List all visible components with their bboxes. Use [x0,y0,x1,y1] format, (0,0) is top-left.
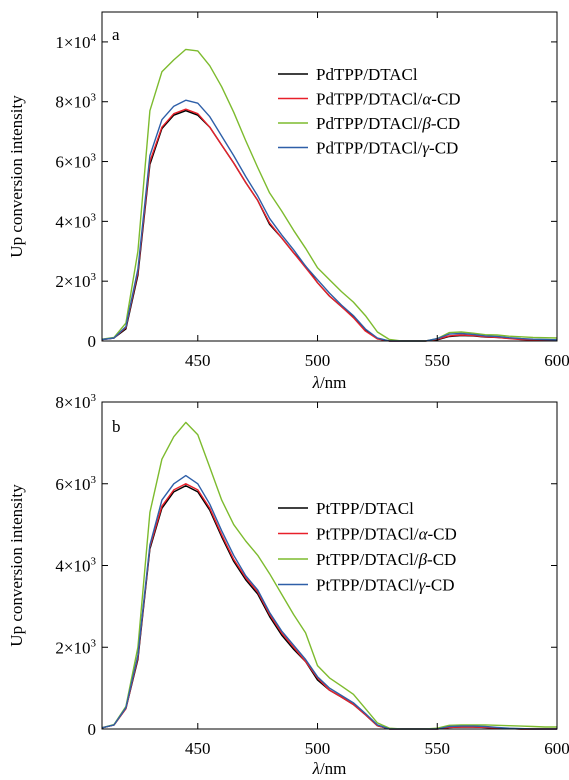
legend-label: PtTPP/DTACl/α-CD [316,525,457,544]
x-tick-label: 600 [544,351,569,370]
series-group [101,421,557,730]
legend-label: PdTPP/DTACl [316,65,418,84]
x-axis-title: λ/nm [312,759,347,778]
x-tick-label: 550 [425,351,451,370]
x-tick-label: 600 [544,739,569,758]
legend: PtTPP/DTACl PtTPP/DTACl/α-CD PtTPP/DTACl/β… [278,499,457,595]
legend-label: PtTPP/DTACl/β-CD [316,550,456,569]
series-line-3 [101,48,558,342]
y-tick-label: 0 [88,332,97,351]
x-tick-label: 500 [305,351,331,370]
y-axis-title: Up conversion intensity [7,95,26,258]
plot-frame [101,11,558,342]
y-tick-label: 0 [88,720,97,739]
y-tick-label: 2×103 [55,271,96,291]
x-tick-label: 450 [185,739,211,758]
y-tick-label: 1×104 [55,32,96,52]
series-line-4 [101,474,557,730]
y-tick-label: 4×103 [55,556,96,576]
panel-label: b [112,417,121,436]
y-tick-label: 4×103 [55,211,96,231]
panel-a: 450 500 550 600 0 2×103 4×103 6×103 8×103 1×104 λ/… [7,11,569,392]
series-line-2 [101,483,557,730]
legend-label: PdTPP/DTACl/γ-CD [316,139,458,158]
x-tick-label: 450 [185,351,211,370]
panel-b: 450 500 550 600 0 2×103 4×103 6×103 8×103 λ/nm Up … [7,392,569,778]
legend-label: PdTPP/DTACl/β-CD [316,114,460,133]
x-tick-label: 550 [425,739,451,758]
x-tick-label: 500 [305,739,331,758]
series-line-2 [101,108,557,342]
series-line-3 [101,421,557,730]
series-line-4 [101,99,558,342]
legend-label: PdTPP/DTACl/α-CD [316,90,461,109]
panel-label: a [112,25,120,44]
x-axis-title: λ/nm [312,373,347,392]
legend: PdTPP/DTACl PdTPP/DTACl/α-CD PdTPP/DTACl/β… [278,65,461,158]
series-group [101,48,558,342]
y-tick-label: 2×103 [55,637,96,657]
y-tick-label: 8×103 [55,92,96,112]
y-tick-label: 6×103 [55,474,96,494]
y-tick-label: 6×103 [55,152,96,172]
series-line-1 [101,485,557,730]
y-axis-title: Up conversion intensity [7,484,26,647]
legend-label: PtTPP/DTACl [316,499,414,518]
legend-label: PtTPP/DTACl/γ-CD [316,576,455,595]
y-tick-label: 8×103 [55,392,96,412]
